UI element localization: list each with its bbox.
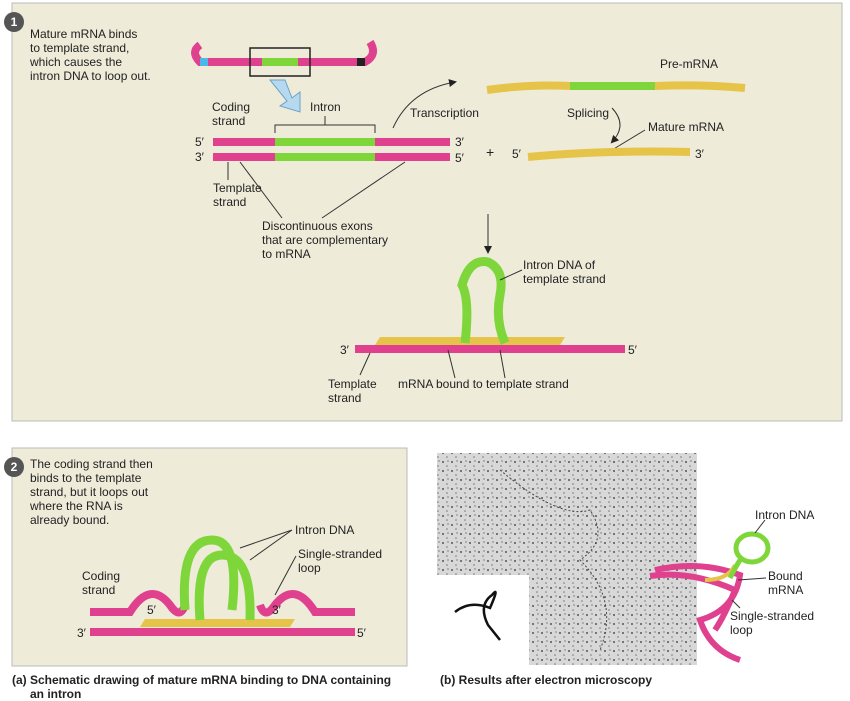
- note: The coding strand then: [30, 457, 153, 471]
- end-label: 5′: [455, 151, 465, 165]
- end-label: 3′: [77, 626, 87, 640]
- caption: an intron: [30, 687, 81, 701]
- label: strand: [82, 583, 115, 597]
- label: Mature mRNA: [648, 120, 724, 134]
- caption: (b) Results after electron microscopy: [440, 673, 652, 687]
- label: strand: [213, 195, 246, 209]
- loop-schematic: [90, 529, 355, 636]
- end-label: 5′: [512, 147, 522, 161]
- end-label: 3′: [455, 135, 465, 149]
- label: Single-stranded: [298, 547, 382, 561]
- label: Splicing: [567, 106, 609, 120]
- note: which causes the: [29, 55, 122, 69]
- label: Pre-mRNA: [660, 57, 718, 71]
- note: binds to the template: [30, 471, 142, 485]
- label: loop: [298, 561, 321, 575]
- leader: [611, 129, 646, 151]
- label: mRNA: [768, 583, 803, 597]
- end-label: 3′: [695, 147, 705, 161]
- mature-mrna: [527, 147, 691, 161]
- note: intron DNA to loop out.: [30, 69, 151, 83]
- label: strand: [212, 114, 245, 128]
- label: Transcription: [410, 106, 479, 120]
- end-label: 3′: [272, 603, 282, 617]
- dna-strands: [213, 116, 450, 219]
- loop-diagram: [355, 257, 625, 379]
- label: Template: [213, 181, 262, 195]
- gene-overview: [191, 39, 378, 113]
- pre-mrna: [486, 81, 746, 94]
- end-label: 5′: [195, 135, 205, 149]
- label: Coding: [82, 569, 120, 583]
- step-badge: [4, 457, 24, 477]
- end-label: 3′: [195, 150, 205, 164]
- note: Mature mRNA binds: [30, 27, 137, 41]
- step-badge: [4, 12, 24, 32]
- label: Intron DNA of: [523, 258, 596, 272]
- label: Single-stranded: [730, 609, 814, 623]
- plus: +: [486, 144, 494, 160]
- end-label: 5′: [357, 626, 367, 640]
- label: to mRNA: [262, 247, 311, 261]
- end-label: 5′: [147, 603, 157, 617]
- label: loop: [730, 623, 753, 637]
- micrograph-tracing: [649, 519, 771, 663]
- label: Intron DNA: [755, 508, 814, 522]
- label: Intron DNA: [295, 523, 354, 537]
- caption: (a) Schematic drawing of mature mRNA bin…: [12, 673, 391, 687]
- end-label: 5′: [628, 343, 638, 357]
- arrow: [392, 79, 457, 129]
- end-label: 3′: [340, 343, 350, 357]
- note: to template strand,: [30, 41, 129, 55]
- label: Intron: [310, 100, 341, 114]
- label: Discontinuous exons: [262, 219, 373, 233]
- micrograph: [437, 453, 697, 665]
- note: already bound.: [30, 513, 109, 527]
- label: mRNA bound to template strand: [398, 377, 569, 391]
- step-number: 2: [11, 460, 18, 474]
- label: template strand: [523, 272, 606, 286]
- label: that are complementary: [262, 233, 388, 247]
- note: strand, but it loops out: [30, 485, 149, 499]
- step-number: 1: [11, 15, 18, 29]
- label: Coding: [212, 100, 250, 114]
- arrow: [610, 107, 621, 144]
- note: where the RNA is: [29, 499, 123, 513]
- label: Template: [328, 377, 377, 391]
- label: strand: [328, 391, 361, 405]
- label: Bound: [768, 569, 803, 583]
